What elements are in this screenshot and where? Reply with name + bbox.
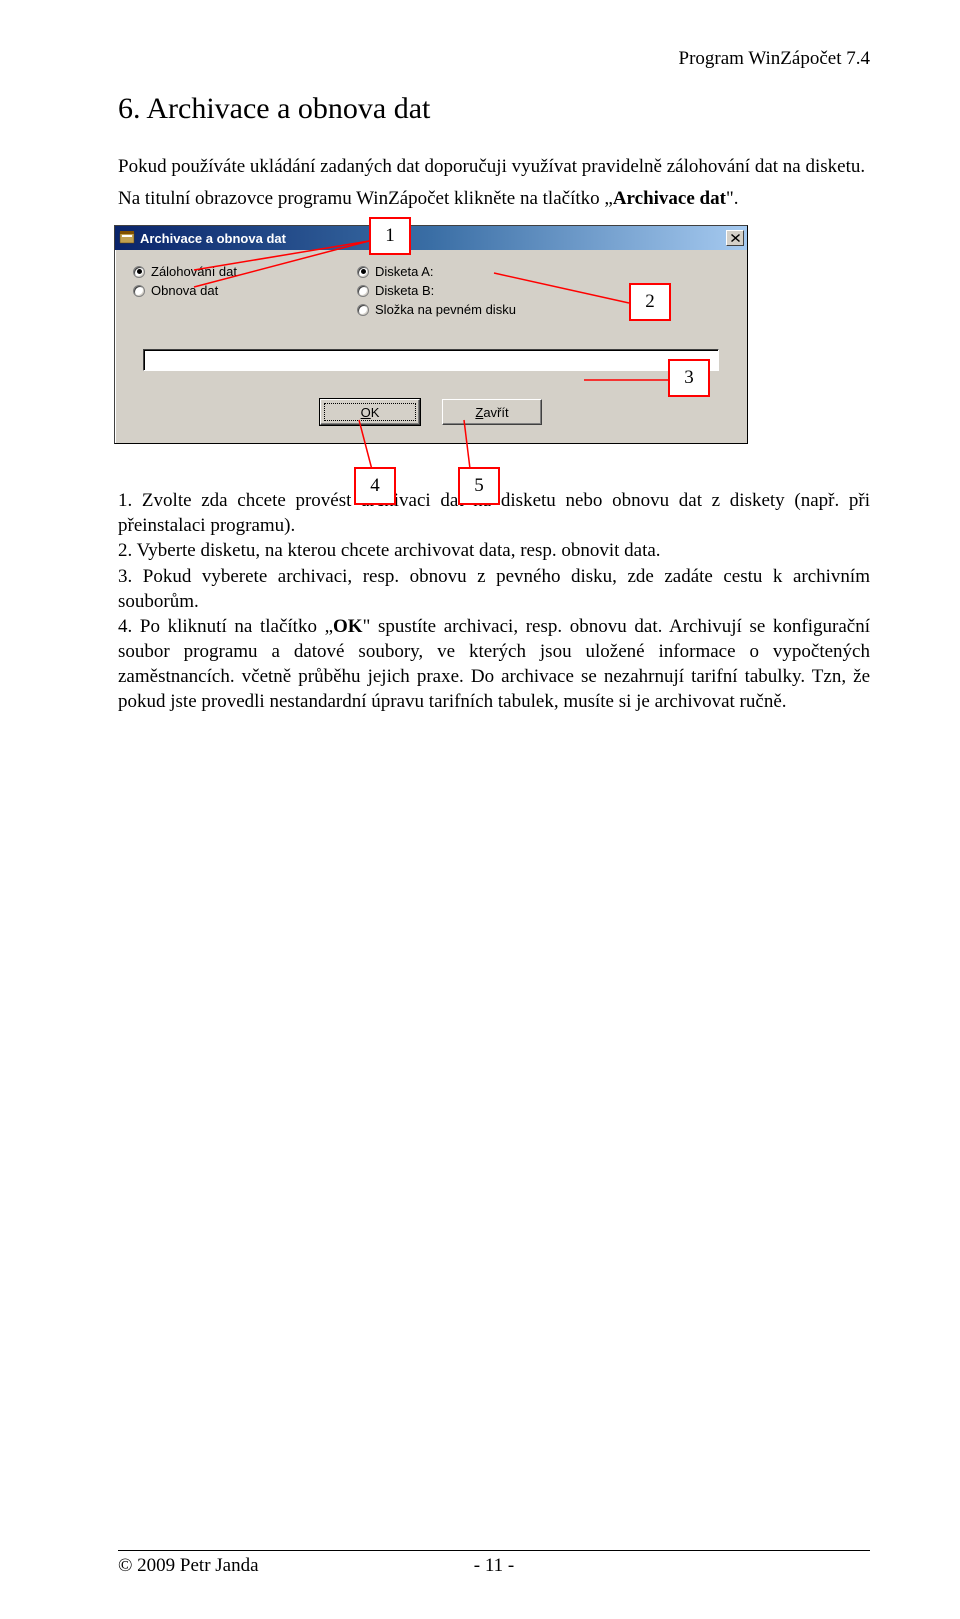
item4-a: 4. Po kliknutí na tlačítko „	[118, 616, 333, 637]
radio-restore[interactable]: Obnova dat	[133, 283, 237, 298]
intro2-part-c: ".	[726, 188, 739, 209]
radio-diskette-a[interactable]: Disketa A:	[357, 264, 516, 279]
header-program-name: Program WinZápočet 7.4	[118, 48, 870, 70]
radio-icon	[357, 266, 369, 278]
intro2-bold: Archivace dat	[613, 188, 726, 209]
radio-diskette-a-label: Disketa A:	[375, 264, 434, 279]
callout-3: 3	[668, 359, 710, 397]
radio-group-target: Disketa A: Disketa B: Složka na pevném d…	[357, 264, 516, 317]
radio-icon	[357, 304, 369, 316]
list-item-3: 3. Pokud vyberete archivaci, resp. obnov…	[118, 564, 870, 614]
close-rest: avřít	[483, 405, 508, 420]
footer-copyright: © 2009 Petr Janda	[118, 1555, 259, 1577]
callout-2: 2	[629, 283, 671, 321]
radio-folder[interactable]: Složka na pevném disku	[357, 302, 516, 317]
radio-icon	[133, 266, 145, 278]
list-item-4: 4. Po kliknutí na tlačítko „OK" spustíte…	[118, 614, 870, 714]
footer-page-number: - 11 -	[474, 1555, 514, 1577]
intro2-part-a: Na titulní obrazovce programu WinZápočet…	[118, 188, 613, 209]
page-footer: © 2009 Petr Janda - 11 -	[118, 1550, 870, 1577]
callout-1: 1	[369, 217, 411, 255]
app-icon	[119, 230, 135, 246]
dialog-title: Archivace a obnova dat	[140, 231, 286, 246]
radio-backup-label: Zálohování dat	[151, 264, 237, 279]
radio-group-action: Zálohování dat Obnova dat	[133, 264, 237, 317]
radio-folder-label: Složka na pevném disku	[375, 302, 516, 317]
dialog-screenshot-area: Archivace a obnova dat Zálohování dat	[114, 225, 748, 444]
radio-diskette-b[interactable]: Disketa B:	[357, 283, 516, 298]
radio-restore-label: Obnova dat	[151, 283, 218, 298]
numbered-instructions: 1. Zvolte zda chcete provést archivaci d…	[118, 488, 870, 714]
ok-button[interactable]: OK	[320, 399, 420, 425]
list-item-2: 2. Vyberte disketu, na kterou chcete arc…	[118, 538, 870, 563]
callout-4: 4	[354, 467, 396, 505]
radio-backup[interactable]: Zálohování dat	[133, 264, 237, 279]
intro-paragraph-1: Pokud používáte ukládání zadaných dat do…	[118, 154, 870, 180]
radio-icon	[357, 285, 369, 297]
close-button[interactable]: Zavřít	[442, 399, 542, 425]
archive-dialog: Archivace a obnova dat Zálohování dat	[114, 225, 748, 444]
item4-bold: OK	[333, 616, 363, 637]
path-input[interactable]	[143, 349, 719, 371]
radio-diskette-b-label: Disketa B:	[375, 283, 434, 298]
intro-paragraph-2: Na titulní obrazovce programu WinZápočet…	[118, 186, 870, 212]
dialog-titlebar: Archivace a obnova dat	[115, 226, 747, 250]
radio-icon	[133, 285, 145, 297]
section-title: 6. Archivace a obnova dat	[118, 92, 870, 126]
callout-5: 5	[458, 467, 500, 505]
close-icon[interactable]	[726, 230, 744, 246]
